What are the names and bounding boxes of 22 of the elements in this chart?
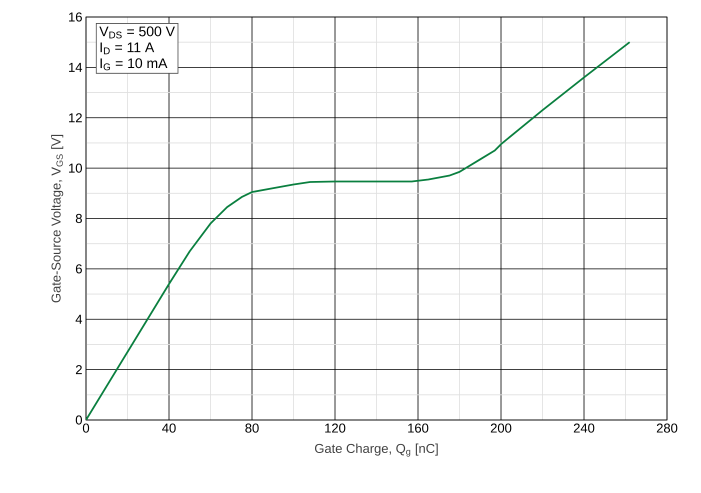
y-tick-label: 14 (69, 62, 82, 72)
y-tick-label: 4 (76, 314, 82, 324)
annotation: I$_{D}$ = 11 A (100, 42, 154, 54)
annotation: I$_{G}$ = 10 mA (100, 58, 168, 70)
annotation: V$_{DS}$ = 500 V (99, 26, 175, 38)
y-tick-label: 10 (69, 164, 82, 173)
y-tick-label: 12 (69, 113, 82, 122)
y-tick-label: 0 (76, 415, 82, 425)
y-tick-label: 2 (76, 365, 82, 374)
y-axis-title: Gate-Source Voltage, V$_{GS}$ [V] (51, 134, 64, 302)
x-axis-title: Gate Charge, Q$_{g}$ [nC] (315, 444, 438, 457)
x-tick-label: 160 (408, 424, 428, 433)
x-tick-label: 240 (574, 424, 594, 433)
x-tick-label: 200 (490, 424, 512, 433)
y-tick-label: 6 (76, 264, 82, 274)
x-tick-label: 0 (82, 424, 90, 433)
x-tick-label: 280 (656, 424, 678, 433)
y-tick-label: 16 (69, 12, 82, 22)
x-tick-label: 40 (162, 424, 176, 433)
y-tick-label: 8 (76, 214, 82, 224)
x-tick-label: 120 (325, 424, 346, 433)
x-tick-label: 80 (245, 424, 259, 433)
